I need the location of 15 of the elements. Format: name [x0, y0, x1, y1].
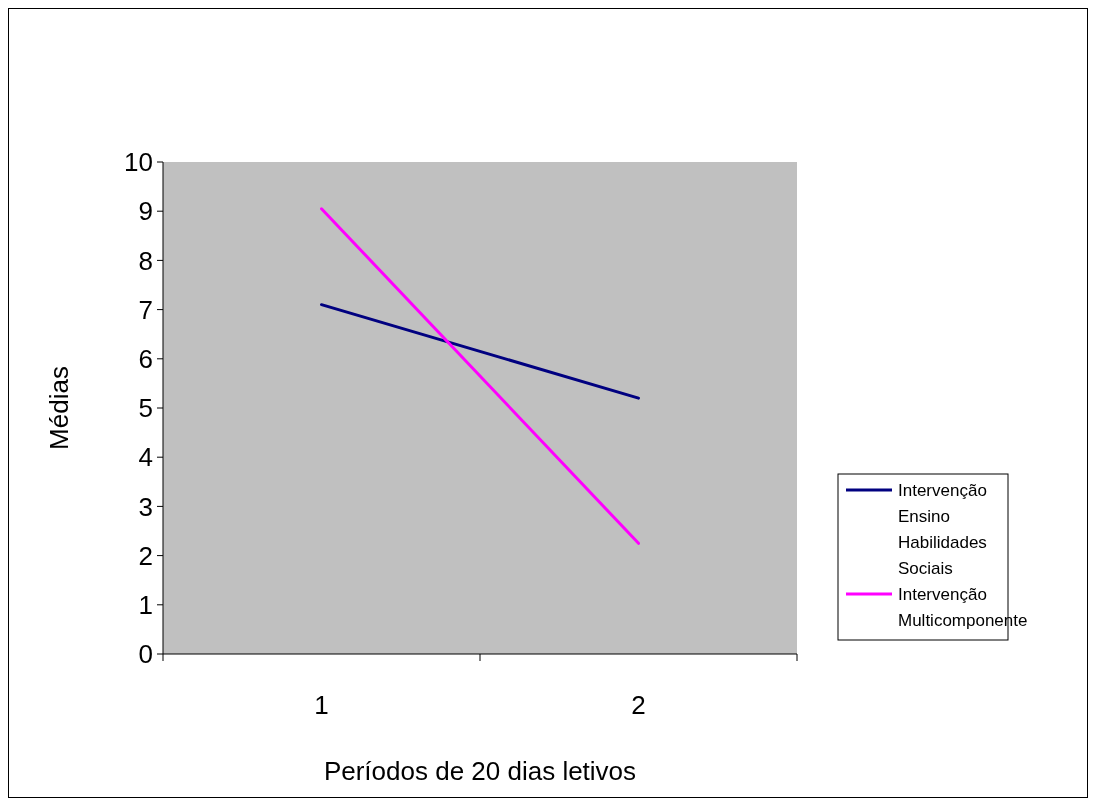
y-tick-label: 10: [124, 147, 153, 178]
legend-label: Intervenção Ensino Habilidades Sociais: [898, 480, 987, 578]
y-tick-label: 5: [138, 393, 153, 424]
x-axis-title: Períodos de 20 dias letivos: [323, 756, 637, 786]
y-tick-label: 9: [138, 196, 153, 227]
y-tick-label: 0: [138, 639, 153, 670]
y-tick-label: 6: [138, 343, 153, 374]
y-tick-label: 4: [138, 442, 153, 473]
y-tick-label: 2: [138, 540, 153, 571]
y-tick-label: 7: [138, 294, 153, 325]
y-tick-label: 8: [138, 245, 153, 276]
y-tick-label: 1: [138, 589, 153, 620]
y-axis-title: Médias: [44, 366, 74, 450]
y-tick-label: 3: [138, 491, 153, 522]
legend-label: Intervenção Multicomponente: [898, 584, 1028, 630]
